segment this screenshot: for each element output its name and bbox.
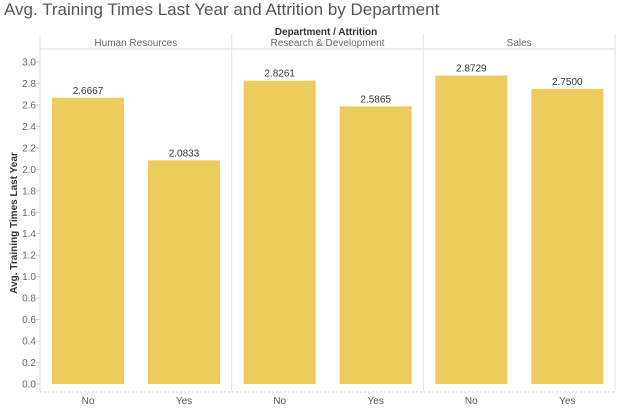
- bar-value-label: 2.5865: [360, 94, 391, 105]
- x-tick-label: Yes: [559, 396, 575, 407]
- y-tick-label: 3.0: [22, 58, 36, 69]
- y-tick-label: 0.4: [22, 337, 36, 348]
- y-tick-label: 2.0: [22, 165, 36, 176]
- bar: [531, 88, 604, 384]
- bar-value-label: 2.8261: [264, 69, 295, 80]
- y-tick-label: 0.0: [22, 380, 36, 391]
- x-tick-label: No: [273, 396, 286, 407]
- x-tick-label: Yes: [176, 396, 192, 407]
- y-tick-label: 1.8: [22, 186, 36, 197]
- bar: [339, 106, 412, 385]
- bar-value-label: 2.0833: [169, 148, 200, 159]
- bar-value-label: 2.7500: [552, 77, 583, 88]
- panel-header: Research & Development: [271, 38, 385, 49]
- bar: [435, 75, 508, 385]
- column-header: Department / Attrition: [275, 27, 377, 38]
- y-tick-label: 1.0: [22, 272, 36, 283]
- y-tick-label: 1.6: [22, 208, 36, 219]
- bar: [52, 97, 124, 384]
- x-tick-label: No: [82, 396, 95, 407]
- y-tick-label: 2.2: [22, 143, 36, 154]
- x-tick-label: No: [465, 396, 478, 407]
- panel-header: Human Resources: [94, 38, 177, 49]
- chart-title: Avg. Training Times Last Year and Attrit…: [4, 0, 440, 19]
- y-tick-label: 0.8: [22, 294, 36, 305]
- y-tick-label: 1.4: [22, 229, 36, 240]
- y-axis-label: Avg. Training Times Last Year: [9, 152, 20, 294]
- panel-header: Sales: [507, 38, 532, 49]
- y-tick-label: 2.4: [22, 122, 36, 133]
- bar: [243, 80, 316, 384]
- bar-value-label: 2.8729: [456, 64, 487, 75]
- y-tick-label: 0.2: [22, 358, 36, 369]
- bar-value-label: 2.6667: [73, 86, 104, 97]
- y-tick-label: 2.8: [22, 79, 36, 90]
- y-tick-label: 1.2: [22, 251, 36, 262]
- bar: [148, 160, 220, 384]
- y-tick-label: 0.6: [22, 315, 36, 326]
- x-tick-label: Yes: [368, 396, 384, 407]
- y-tick-label: 2.6: [22, 100, 36, 111]
